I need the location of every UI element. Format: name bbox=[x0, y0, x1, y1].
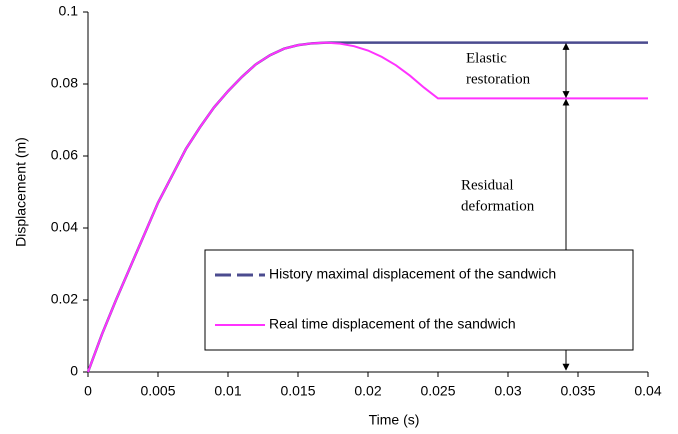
y-axis-label: Displacement (m) bbox=[13, 137, 29, 247]
legend: History maximal displacement of the sand… bbox=[204, 249, 634, 351]
x-tick-label: 0.04 bbox=[634, 383, 661, 399]
y-tick-label: 0.02 bbox=[51, 291, 78, 307]
y-tick-label: 0.04 bbox=[51, 219, 78, 235]
x-tick-label: 0.02 bbox=[354, 383, 381, 399]
x-tick-label: 0.005 bbox=[140, 383, 175, 399]
x-tick-label: 0.015 bbox=[280, 383, 315, 399]
x-tick-label: 0.035 bbox=[560, 383, 595, 399]
x-tick-label: 0.01 bbox=[214, 383, 241, 399]
legend-box bbox=[204, 249, 634, 351]
annotation: Residual bbox=[461, 177, 514, 193]
y-tick-label: 0.1 bbox=[59, 3, 79, 19]
legend-label: History maximal displacement of the sand… bbox=[269, 266, 556, 282]
x-axis-label: Time (s) bbox=[369, 412, 420, 428]
x-tick-label: 0.03 bbox=[494, 383, 521, 399]
legend-label: Real time displacement of the sandwich bbox=[269, 316, 516, 332]
y-tick-label: 0.06 bbox=[51, 147, 78, 163]
y-tick-label: 0 bbox=[70, 363, 78, 379]
y-tick-label: 0.08 bbox=[51, 75, 78, 91]
annotation: deformation bbox=[461, 198, 535, 214]
annotation: Elastic bbox=[466, 50, 507, 66]
x-tick-label: 0 bbox=[84, 383, 92, 399]
series-line bbox=[87, 41, 648, 373]
x-tick-label: 0.025 bbox=[420, 383, 455, 399]
annotation: restoration bbox=[466, 71, 531, 87]
